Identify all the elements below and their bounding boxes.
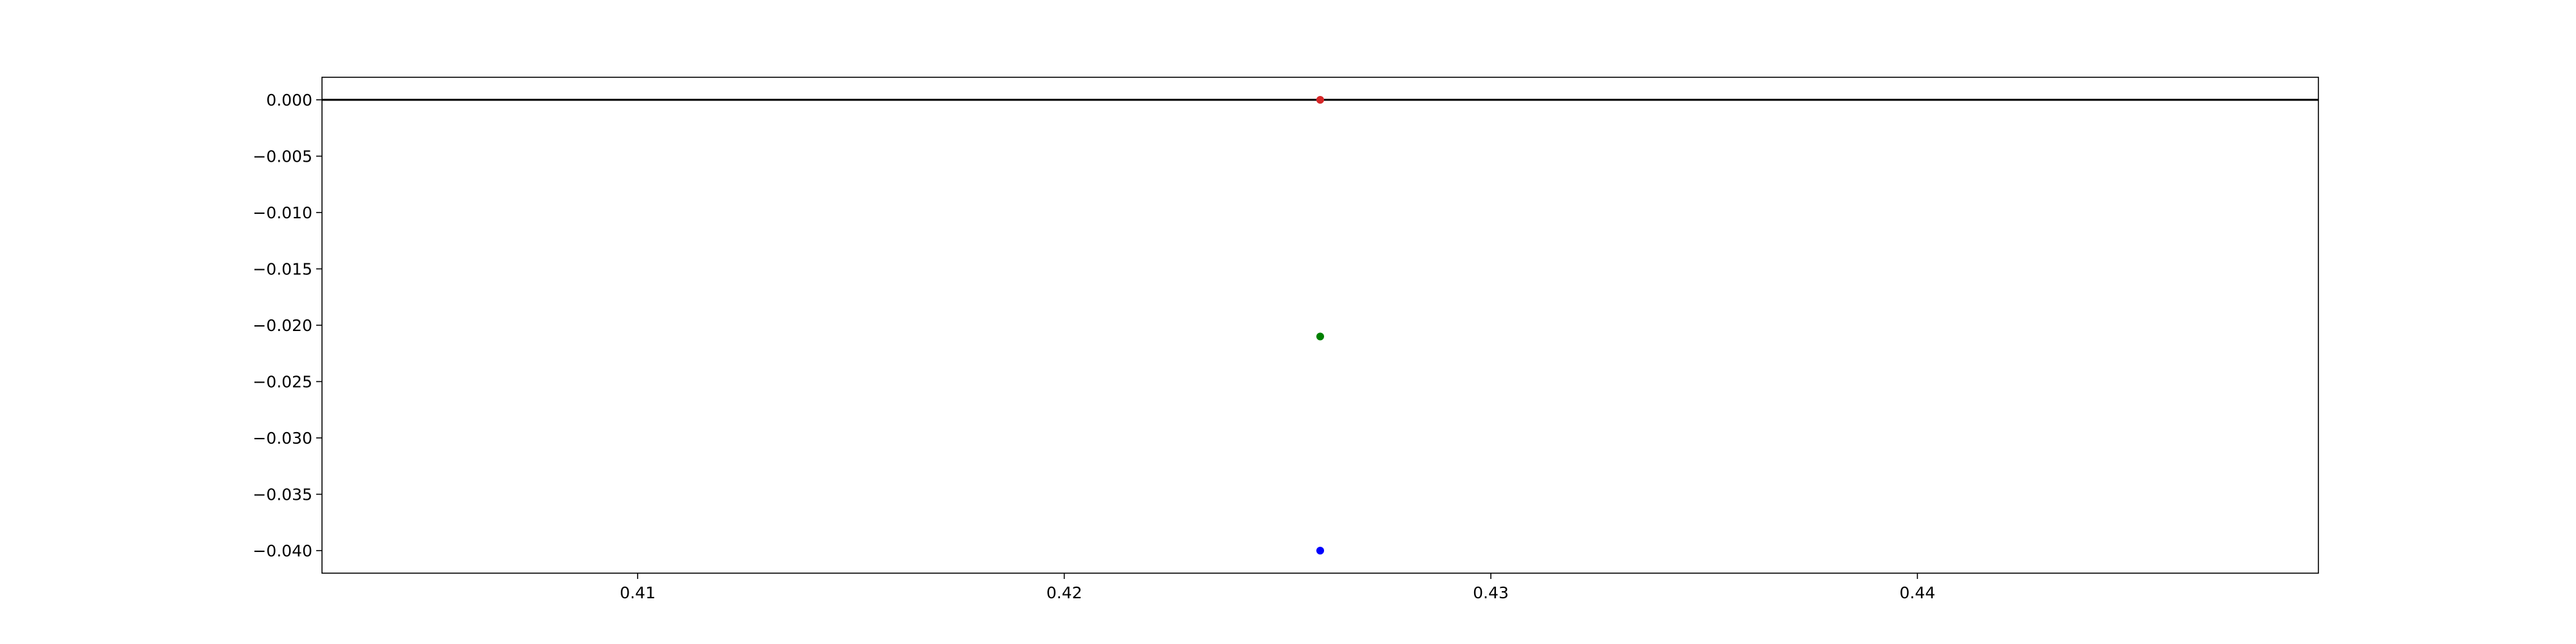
x-tick-label: 0.44 [1900,583,1936,602]
y-tick-label: −0.010 [252,204,312,222]
y-tick-label: −0.005 [252,147,312,166]
x-axis: 0.41 0.42 0.43 0.44 [620,573,1935,602]
y-tick-label: 0.000 [266,91,312,109]
x-tick-label: 0.43 [1473,583,1509,602]
plot-area [321,77,2319,574]
y-axis: 0.000 −0.005 −0.010 −0.015 −0.020 −0.025 −0.03… [252,91,322,560]
plot-frame [321,77,2319,574]
data-point [1316,332,1324,341]
y-tick-label: −0.020 [252,316,312,335]
x-tick-label: 0.42 [1046,583,1083,602]
data-point [1316,547,1324,554]
y-tick-label: −0.040 [252,542,312,560]
y-tick-label: −0.035 [252,486,312,504]
data-point [1316,96,1324,104]
x-tick-label: 0.41 [620,583,656,602]
y-tick-label: −0.025 [252,373,312,392]
data-layer [1316,96,1324,554]
y-tick-label: −0.015 [252,260,312,279]
y-tick-label: −0.030 [252,429,312,448]
